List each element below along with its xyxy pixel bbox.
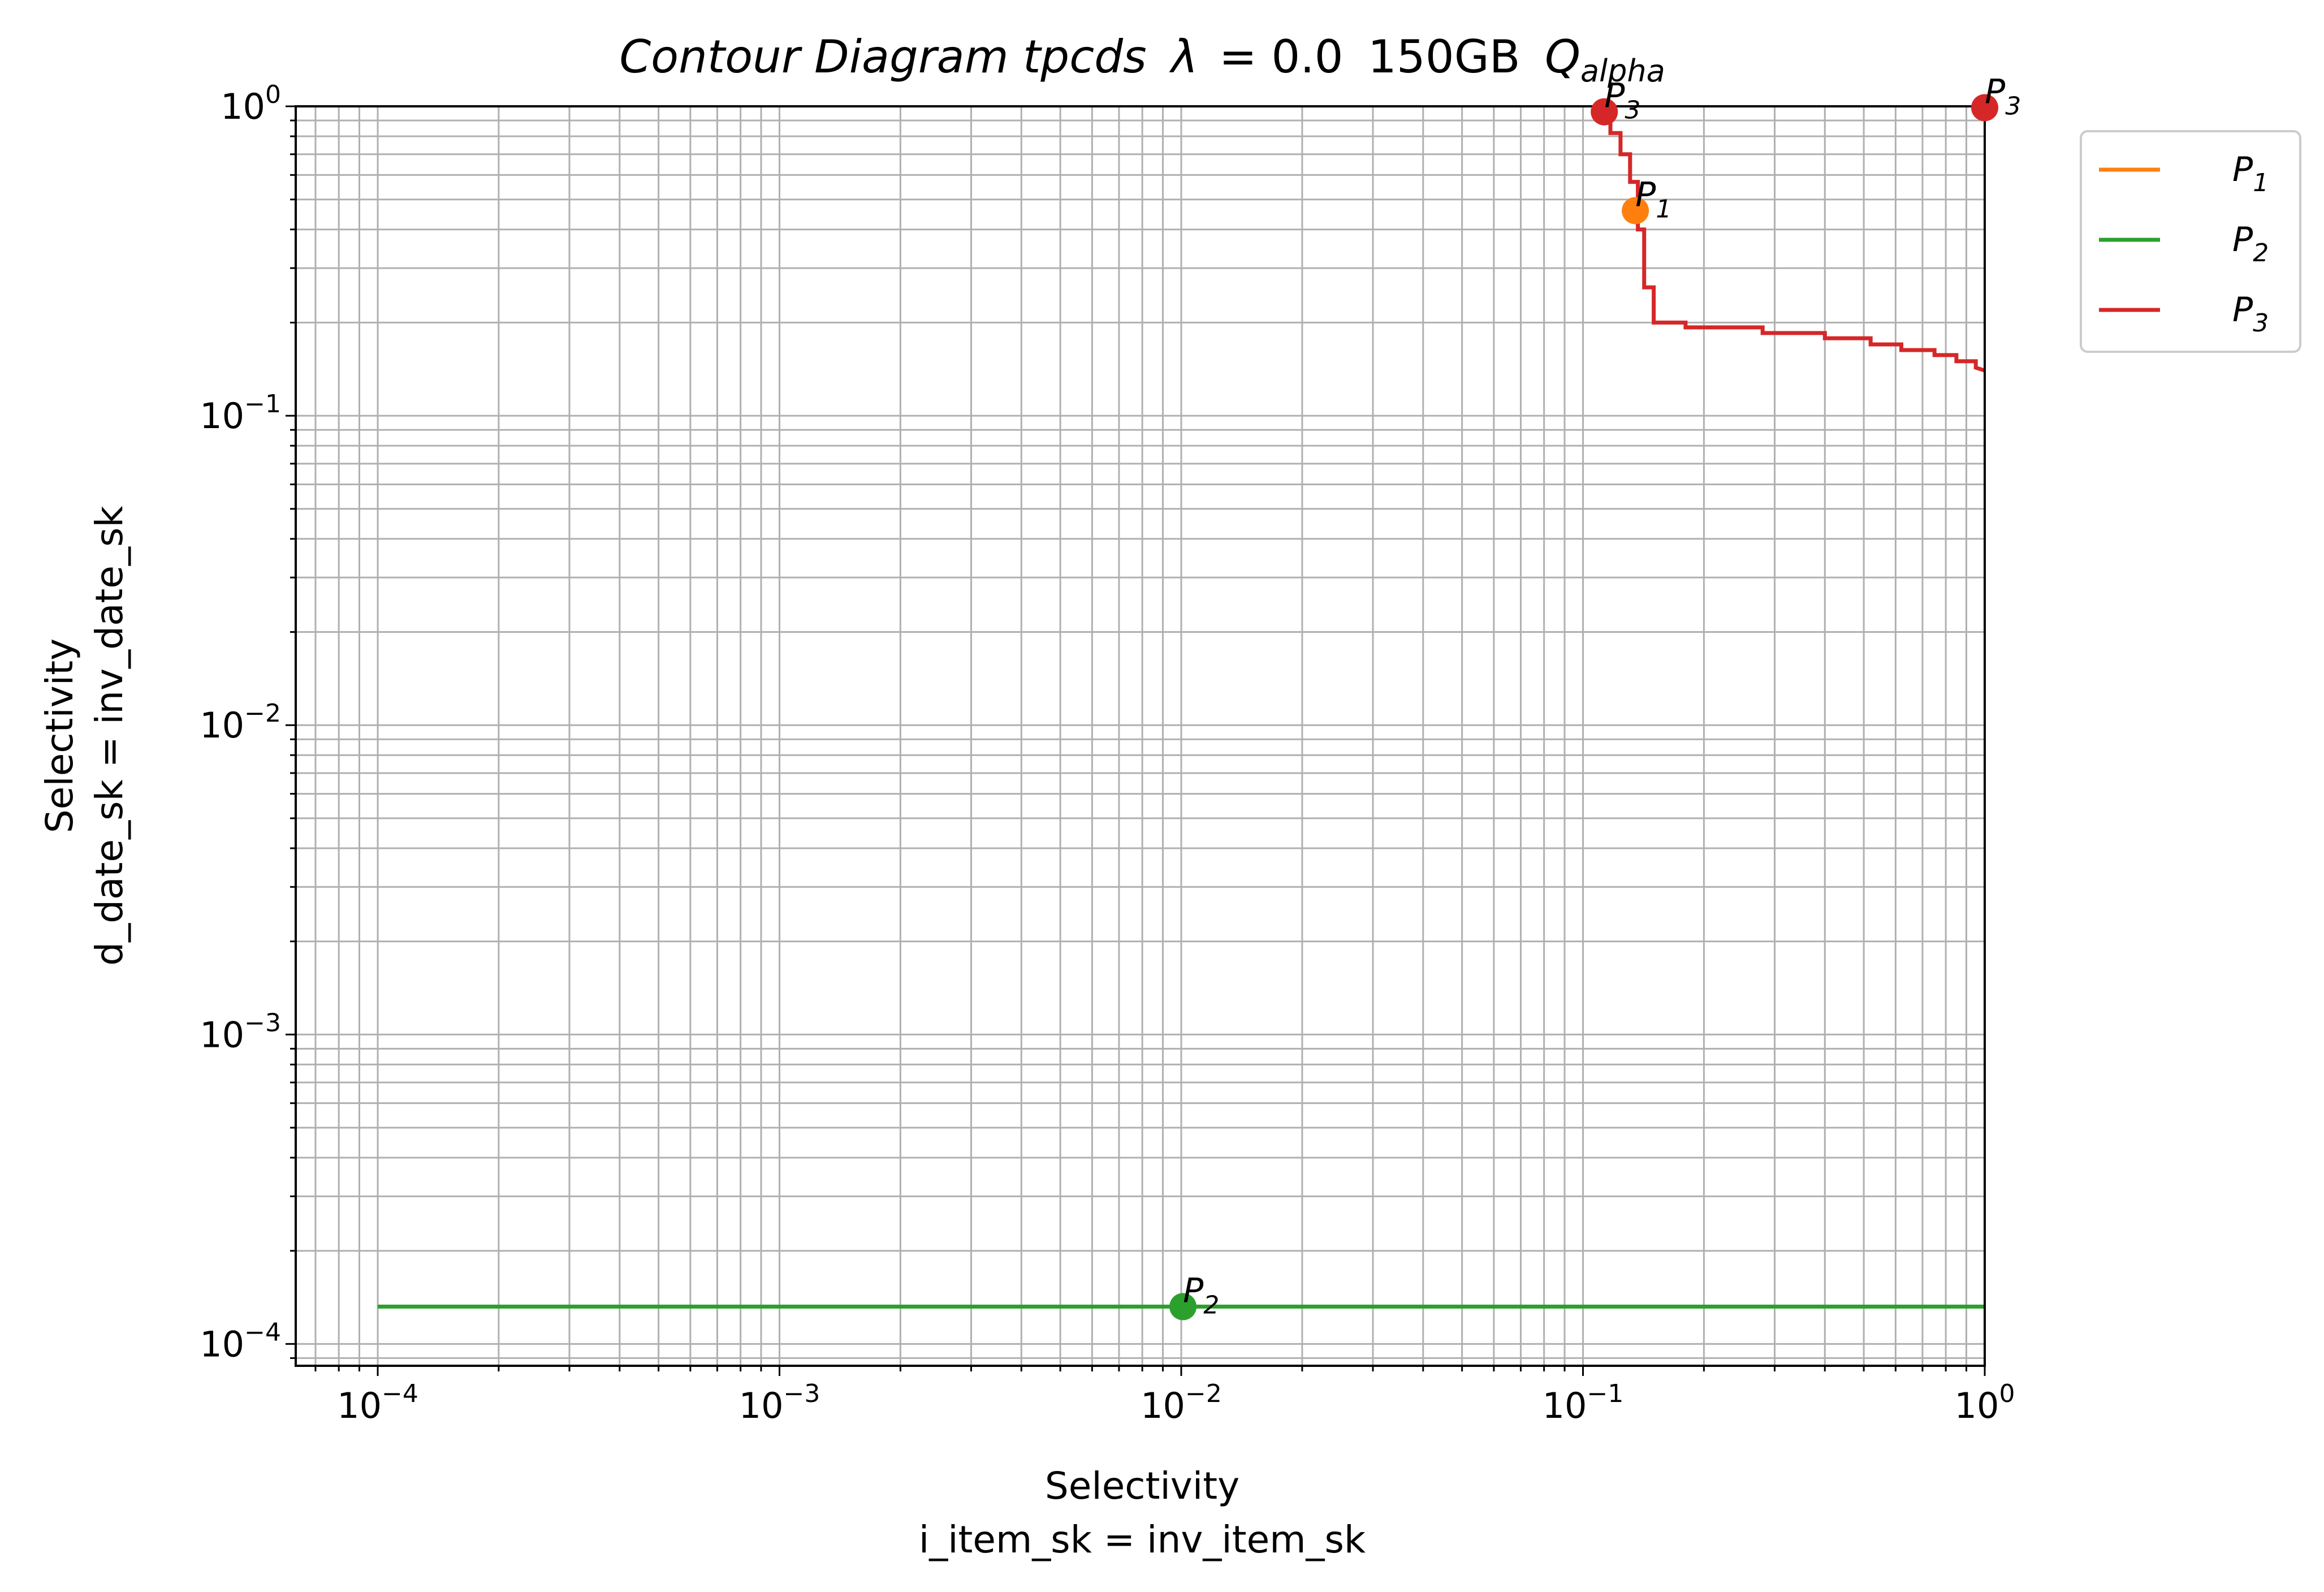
point-label-subscript: 3	[1625, 96, 1640, 125]
legend-label: P1	[2232, 150, 2269, 197]
title-q-subscript: alpha	[1580, 53, 1665, 89]
y-tick-label: 10−3	[200, 1008, 281, 1055]
title-lambda: λ	[1169, 31, 1198, 83]
legend-label-subscript: 1	[2253, 169, 2269, 197]
x-tick-exponent: 0	[1999, 1379, 2015, 1408]
y-tick-exponent: −1	[244, 390, 281, 419]
y-tick-exponent: −2	[244, 699, 281, 728]
x-tick-base: 10	[1543, 1385, 1587, 1426]
title-q: Q	[1545, 31, 1580, 83]
legend-label: P2	[2232, 220, 2269, 268]
series-line-p3	[1594, 106, 1986, 373]
x-tick-label: 10−4	[337, 1379, 418, 1426]
legend-label: P3	[2232, 290, 2269, 338]
x-tick-base: 10	[1955, 1385, 1999, 1426]
y-tick-label: 100	[221, 80, 281, 127]
y-tick-base: 10	[200, 395, 244, 437]
data-point-p3	[1591, 98, 1618, 126]
point-label-subscript: 3	[2005, 92, 2021, 120]
x-tick-exponent: −2	[1185, 1379, 1222, 1408]
y-tick-base: 10	[200, 705, 244, 746]
y-tick-label: 10−1	[200, 390, 281, 437]
x-tick-label: 10−3	[739, 1379, 820, 1426]
y-tick-base: 10	[200, 1323, 244, 1365]
x-axis-label-line2: i_item_sk = inv_item_sk	[919, 1518, 1366, 1561]
point-label: P3	[1985, 72, 2021, 120]
plot-frame	[295, 105, 1986, 1367]
chart-title: Contour Diagram tpcds λ = 0.0 150GB Qalp…	[619, 31, 1665, 89]
y-tick-base: 10	[200, 1014, 244, 1055]
point-label: P1	[1635, 175, 1671, 224]
y-tick-exponent: −4	[244, 1318, 281, 1347]
point-label-subscript: 2	[1203, 1291, 1219, 1319]
y-tick-label: 10−2	[200, 699, 281, 746]
y-tick-exponent: −3	[244, 1008, 281, 1037]
x-tick-label: 10−2	[1141, 1379, 1222, 1426]
point-label-subscript: 1	[1656, 195, 1671, 224]
data-point-p1	[1622, 197, 1649, 225]
data-point-p3	[1971, 94, 1998, 122]
y-axis-label-line1: Selectivity	[38, 638, 81, 833]
point-label: P2	[1183, 1271, 1219, 1319]
legend-label-base: P	[2232, 290, 2253, 330]
point-label-base: P	[1183, 1271, 1204, 1310]
point-label-base: P	[1635, 175, 1656, 215]
point-label-base: P	[1604, 76, 1625, 116]
legend-label-subscript: 3	[2253, 309, 2269, 338]
grid	[296, 105, 1986, 1366]
y-tick-label: 10−4	[200, 1318, 281, 1365]
x-tick-base: 10	[337, 1385, 382, 1426]
y-tick-base: 10	[221, 86, 265, 127]
x-tick-base: 10	[1141, 1385, 1185, 1426]
x-tick-exponent: −3	[784, 1379, 820, 1408]
data-point-p2	[1169, 1293, 1197, 1321]
title-lambda-value: = 0.0	[1219, 31, 1344, 83]
x-tick-label: 100	[1955, 1379, 2015, 1426]
legend-box	[2080, 130, 2301, 353]
x-axis-label-line1: Selectivity	[1045, 1464, 1239, 1508]
legend-label-base: P	[2232, 150, 2253, 189]
x-tick-exponent: −1	[1587, 1379, 1624, 1408]
legend-label-base: P	[2232, 220, 2253, 260]
x-tick-base: 10	[739, 1385, 784, 1426]
point-label: P3	[1604, 76, 1640, 125]
x-tick-exponent: −4	[382, 1379, 418, 1408]
x-tick-label: 10−1	[1543, 1379, 1624, 1426]
legend-label-subscript: 2	[2253, 239, 2269, 268]
y-tick-exponent: 0	[265, 80, 281, 109]
point-label-base: P	[1985, 72, 2006, 111]
title-size: 150GB	[1368, 31, 1520, 83]
y-axis-label-line2: d_date_sk = inv_date_sk	[88, 506, 131, 966]
title-main: Contour Diagram tpcds	[619, 31, 1146, 83]
